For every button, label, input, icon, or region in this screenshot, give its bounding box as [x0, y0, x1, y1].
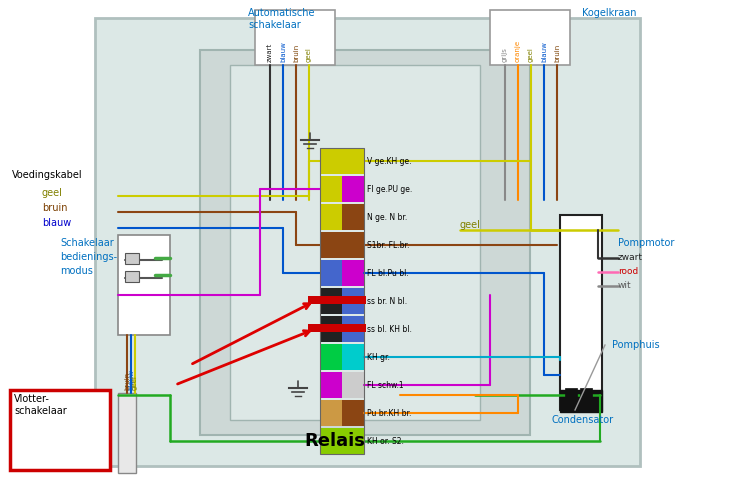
- Bar: [342, 428, 364, 454]
- Bar: [320, 344, 342, 370]
- Bar: [342, 176, 364, 202]
- Bar: [320, 372, 342, 398]
- Text: bruin: bruin: [554, 44, 560, 62]
- Text: ss bl. KH bl.: ss bl. KH bl.: [367, 324, 412, 333]
- Text: oranje: oranje: [515, 40, 521, 62]
- Text: Pu br.KH br.: Pu br.KH br.: [367, 408, 411, 418]
- Text: geel: geel: [528, 47, 534, 62]
- Text: FL schw.1: FL schw.1: [367, 380, 404, 390]
- Bar: [320, 204, 342, 230]
- Bar: [255, 10, 335, 65]
- Text: Vlotter-
schakelaar: Vlotter- schakelaar: [14, 394, 67, 416]
- Text: Automatische
schakelaar: Automatische schakelaar: [248, 8, 316, 30]
- Bar: [10, 390, 110, 470]
- Bar: [125, 253, 139, 264]
- Bar: [200, 50, 530, 435]
- Bar: [118, 393, 136, 473]
- Text: bruin: bruin: [293, 44, 299, 62]
- Text: geel: geel: [42, 188, 63, 198]
- Text: bruin: bruin: [42, 203, 68, 213]
- Text: blauw: blauw: [42, 218, 71, 228]
- Text: KH or. S2.: KH or. S2.: [367, 437, 404, 445]
- Text: wit: wit: [618, 282, 632, 290]
- Text: Schakelaar: Schakelaar: [60, 238, 114, 248]
- Text: Kogelkraan: Kogelkraan: [582, 8, 636, 18]
- Text: Pompmotor: Pompmotor: [618, 238, 675, 248]
- Bar: [230, 65, 480, 420]
- Bar: [342, 400, 364, 426]
- Text: Voedingskabel: Voedingskabel: [12, 170, 83, 180]
- Text: S1br. FL.br.: S1br. FL.br.: [367, 241, 410, 249]
- Text: zwart: zwart: [267, 43, 273, 62]
- Bar: [342, 204, 364, 230]
- Text: Fl ge.PU ge.: Fl ge.PU ge.: [367, 184, 413, 194]
- Text: blauw: blauw: [541, 41, 547, 62]
- Bar: [320, 148, 342, 174]
- Bar: [342, 344, 364, 370]
- Text: geel: geel: [460, 220, 481, 230]
- Bar: [320, 260, 342, 286]
- Bar: [560, 215, 602, 410]
- Text: geel: geel: [306, 47, 312, 62]
- Text: geel: geel: [132, 375, 138, 390]
- Text: N ge. N br.: N ge. N br.: [367, 212, 407, 222]
- Text: Pomphuis: Pomphuis: [612, 340, 660, 350]
- Bar: [320, 232, 342, 258]
- Text: KH gr.: KH gr.: [367, 352, 390, 362]
- Text: bedienings-: bedienings-: [60, 252, 117, 262]
- Bar: [565, 388, 577, 402]
- Bar: [490, 10, 570, 65]
- Bar: [342, 148, 364, 174]
- Bar: [125, 271, 139, 282]
- Bar: [308, 296, 366, 304]
- Bar: [320, 176, 342, 202]
- Bar: [118, 235, 170, 335]
- Text: rood: rood: [618, 268, 639, 276]
- Bar: [320, 316, 342, 342]
- Text: blauw: blauw: [128, 369, 134, 390]
- Text: bruin: bruin: [124, 372, 130, 390]
- Bar: [320, 288, 342, 314]
- Text: blauw: blauw: [280, 41, 286, 62]
- Bar: [320, 400, 342, 426]
- Bar: [342, 260, 364, 286]
- Text: Relais: Relais: [305, 432, 366, 450]
- Bar: [95, 18, 640, 466]
- Bar: [342, 316, 364, 342]
- Bar: [342, 232, 364, 258]
- Text: grijs: grijs: [502, 47, 508, 62]
- Text: FL bl.Pu bl.: FL bl.Pu bl.: [367, 269, 409, 277]
- Bar: [320, 428, 342, 454]
- Text: zwart: zwart: [618, 254, 643, 262]
- Text: modus: modus: [60, 266, 93, 276]
- Bar: [342, 288, 364, 314]
- Text: Condensator: Condensator: [552, 415, 614, 425]
- Text: V ge.KH ge.: V ge.KH ge.: [367, 156, 412, 166]
- Text: ss br. N bl.: ss br. N bl.: [367, 297, 407, 305]
- Bar: [342, 372, 364, 398]
- Bar: [560, 390, 602, 412]
- Bar: [320, 148, 364, 454]
- Bar: [308, 324, 366, 332]
- Bar: [580, 388, 592, 402]
